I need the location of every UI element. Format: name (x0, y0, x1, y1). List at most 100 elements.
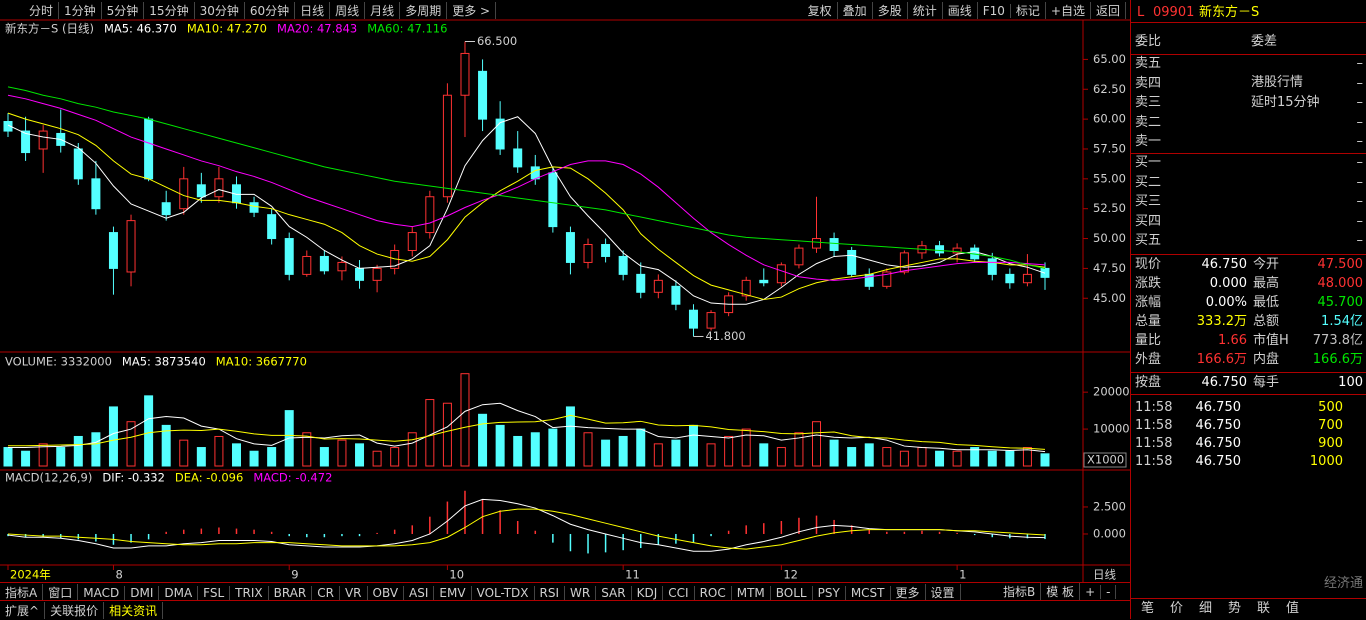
stat-label: 涨幅 (1135, 295, 1162, 310)
stat-value: 46.750 (1201, 375, 1248, 390)
indicator-tab[interactable]: 设置 (926, 584, 961, 601)
label: 委比 (1135, 34, 1162, 49)
indicator-tab[interactable]: WR (565, 585, 597, 600)
trade-volume: 1000 (1309, 454, 1343, 469)
stat-label: 外盘 (1135, 352, 1162, 367)
book-value: – (1356, 194, 1364, 209)
indicator-option[interactable]: 指标B (998, 583, 1042, 600)
period-button[interactable]: 30分钟 (195, 2, 245, 19)
market-code: L (1137, 5, 1145, 20)
panel-tab[interactable]: 值 (1286, 601, 1300, 616)
candle-body (530, 166, 540, 180)
panel-tab[interactable]: 细 (1199, 601, 1213, 616)
indicator-tab[interactable]: VR (340, 585, 368, 600)
legend-text: MA5: 46.370 (104, 22, 177, 36)
indicator-tab[interactable]: 指标A (0, 584, 44, 601)
volume-bar (987, 450, 997, 467)
indicator-tab[interactable]: MTM (732, 585, 771, 600)
volume-bar (179, 439, 189, 467)
indicator-tab[interactable]: MACD (78, 585, 126, 600)
trade-volume: 500 (1318, 400, 1343, 415)
volume-bar (319, 447, 329, 467)
legend-text: VOLUME: 3332000 (5, 355, 112, 369)
indicator-tab[interactable]: SAR (596, 585, 632, 600)
tool-button[interactable]: 画线 (943, 2, 978, 19)
period-button[interactable]: 15分钟 (144, 2, 195, 19)
candle-body (425, 196, 435, 234)
candle-body (706, 312, 716, 329)
period-button[interactable]: 分时 (24, 2, 60, 19)
panel-tab[interactable]: 笔 (1141, 601, 1155, 616)
indicator-tab[interactable]: BOLL (771, 585, 813, 600)
tool-button[interactable]: +自选 (1046, 2, 1091, 19)
indicator-tab[interactable]: EMV (434, 585, 472, 600)
tool-button[interactable]: 叠加 (838, 2, 873, 19)
unit-label: X1000 (1087, 453, 1124, 467)
indicator-tab[interactable]: CR (312, 585, 340, 600)
period-button[interactable]: 60分钟 (245, 2, 296, 19)
tool-button[interactable]: F10 (978, 3, 1011, 18)
tool-button[interactable]: 返回 (1091, 2, 1126, 19)
indicator-tab[interactable]: 窗口 (43, 584, 79, 601)
volume-bar (249, 450, 259, 467)
panel-tab[interactable]: 势 (1228, 601, 1242, 616)
candle-body (144, 118, 154, 180)
indicator-tab[interactable]: DMI (125, 585, 160, 600)
indicator-tab[interactable]: RSI (535, 585, 566, 600)
indicator-tab[interactable]: BRAR (269, 585, 313, 600)
bottom-tab[interactable]: 扩展^ (0, 602, 46, 619)
tool-button[interactable]: 多股 (873, 2, 908, 19)
indicator-tab[interactable]: 更多 (891, 584, 926, 601)
trade-price: 46.750 (1195, 400, 1242, 415)
indicator-tab[interactable]: CCI (663, 585, 695, 600)
indicator-option[interactable]: + (1080, 584, 1102, 599)
period-button[interactable]: 5分钟 (102, 2, 145, 19)
indicator-tab[interactable]: OBV (368, 585, 405, 600)
period-button[interactable]: 多周期 (400, 2, 448, 19)
tool-button[interactable]: 统计 (908, 2, 943, 19)
bottom-tab[interactable]: 关联报价 (45, 602, 105, 619)
stat-value: 0.00% (1205, 295, 1247, 310)
stat-value: 773.8亿 (1312, 333, 1363, 348)
period-button[interactable]: 更多 > (447, 2, 497, 19)
indicator-line (7, 86, 1046, 269)
volume-bar (73, 435, 83, 467)
period-button[interactable]: 1分钟 (59, 2, 102, 19)
candle-body (636, 273, 646, 293)
period-button[interactable]: 月线 (365, 2, 401, 19)
y-tick-label: 52.50 (1093, 201, 1126, 215)
indicator-tab[interactable]: TRIX (230, 585, 269, 600)
indicator-tab[interactable]: VOL-TDX (472, 585, 535, 600)
candle-body (829, 238, 839, 251)
stat-value: 166.6万 (1312, 352, 1363, 367)
panel-tab[interactable]: 联 (1257, 601, 1271, 616)
period-button[interactable]: 日线 (295, 2, 331, 19)
indicator-option[interactable]: 模 板 (1041, 583, 1081, 600)
indicator-tab[interactable]: KDJ (632, 585, 664, 600)
tool-button[interactable]: 标记 (1011, 2, 1046, 19)
candle-body (319, 255, 329, 272)
indicator-tab[interactable]: ASI (404, 585, 435, 600)
volume-bar (161, 424, 171, 467)
volume-bar (231, 443, 241, 467)
bottom-tab[interactable]: 相关资讯 (104, 602, 164, 619)
period-button[interactable]: 周线 (330, 2, 366, 19)
panel-tab[interactable]: 价 (1170, 601, 1184, 616)
indicator-tab[interactable]: DMA (159, 585, 199, 600)
tool-button[interactable]: 复权 (803, 2, 838, 19)
book-value: – (1356, 75, 1364, 91)
candle-body (671, 285, 681, 305)
candle-body (601, 244, 611, 257)
stat-label: 每手 (1253, 375, 1280, 390)
stat-label: 现价 (1135, 257, 1162, 272)
indicator-tab[interactable]: FSL (198, 585, 231, 600)
indicator-tab[interactable]: PSY (813, 585, 846, 600)
volume-bar (460, 373, 470, 467)
indicator-option[interactable]: - (1101, 584, 1117, 599)
indicator-tab[interactable]: MCST (846, 585, 891, 600)
notice: 延时15分钟 (1251, 94, 1320, 110)
stat-value: 46.750 (1201, 257, 1248, 272)
period-toolbar: 分时 1分钟 5分钟 15分钟 30分钟 60分钟 日线 周线 月线 多周期 更多 > (24, 1, 497, 20)
indicator-tab[interactable]: ROC (695, 585, 732, 600)
candle-body (688, 309, 698, 329)
